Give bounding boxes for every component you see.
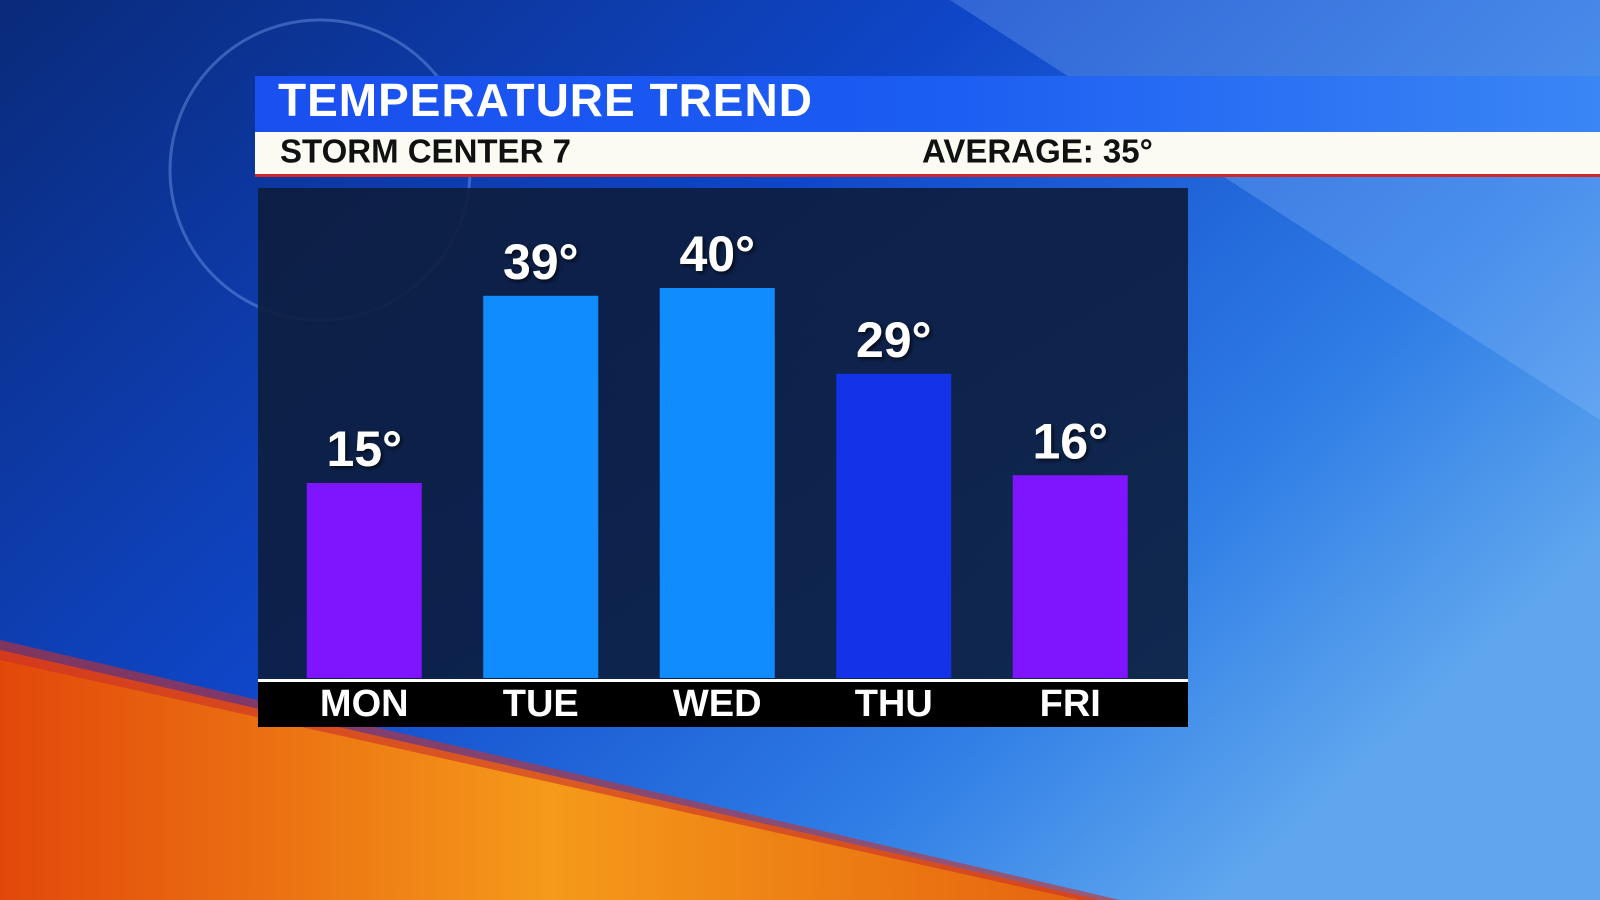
bar <box>836 373 952 678</box>
value-label: 29° <box>856 312 932 368</box>
chart-title: TEMPERATURE TREND <box>278 74 813 126</box>
x-tick-label: TUE <box>503 683 579 725</box>
bar <box>306 483 422 678</box>
x-tick-label: THU <box>855 683 933 725</box>
value-label: 15° <box>326 421 402 477</box>
value-label: 40° <box>679 226 755 282</box>
x-tick-label: WED <box>673 683 762 725</box>
x-tick-label: MON <box>320 683 409 725</box>
label-strip <box>258 682 1188 727</box>
bars: 15° MON 39° TUE 40° WED 29° THU 16° FRI <box>306 226 1128 725</box>
value-label: 39° <box>503 234 579 290</box>
chart-subtitle: STORM CENTER 7 <box>280 133 571 170</box>
title-bar <box>255 76 1600 132</box>
bar <box>659 288 775 678</box>
subtitle-rule <box>255 174 1600 177</box>
x-tick-label: FRI <box>1040 683 1101 725</box>
baseline <box>258 679 1188 682</box>
average-annotation: AVERAGE: 35° <box>922 133 1153 170</box>
value-label: 16° <box>1032 413 1108 469</box>
bar <box>483 295 599 678</box>
bar <box>1012 475 1128 678</box>
subtitle-bar <box>255 132 1600 174</box>
